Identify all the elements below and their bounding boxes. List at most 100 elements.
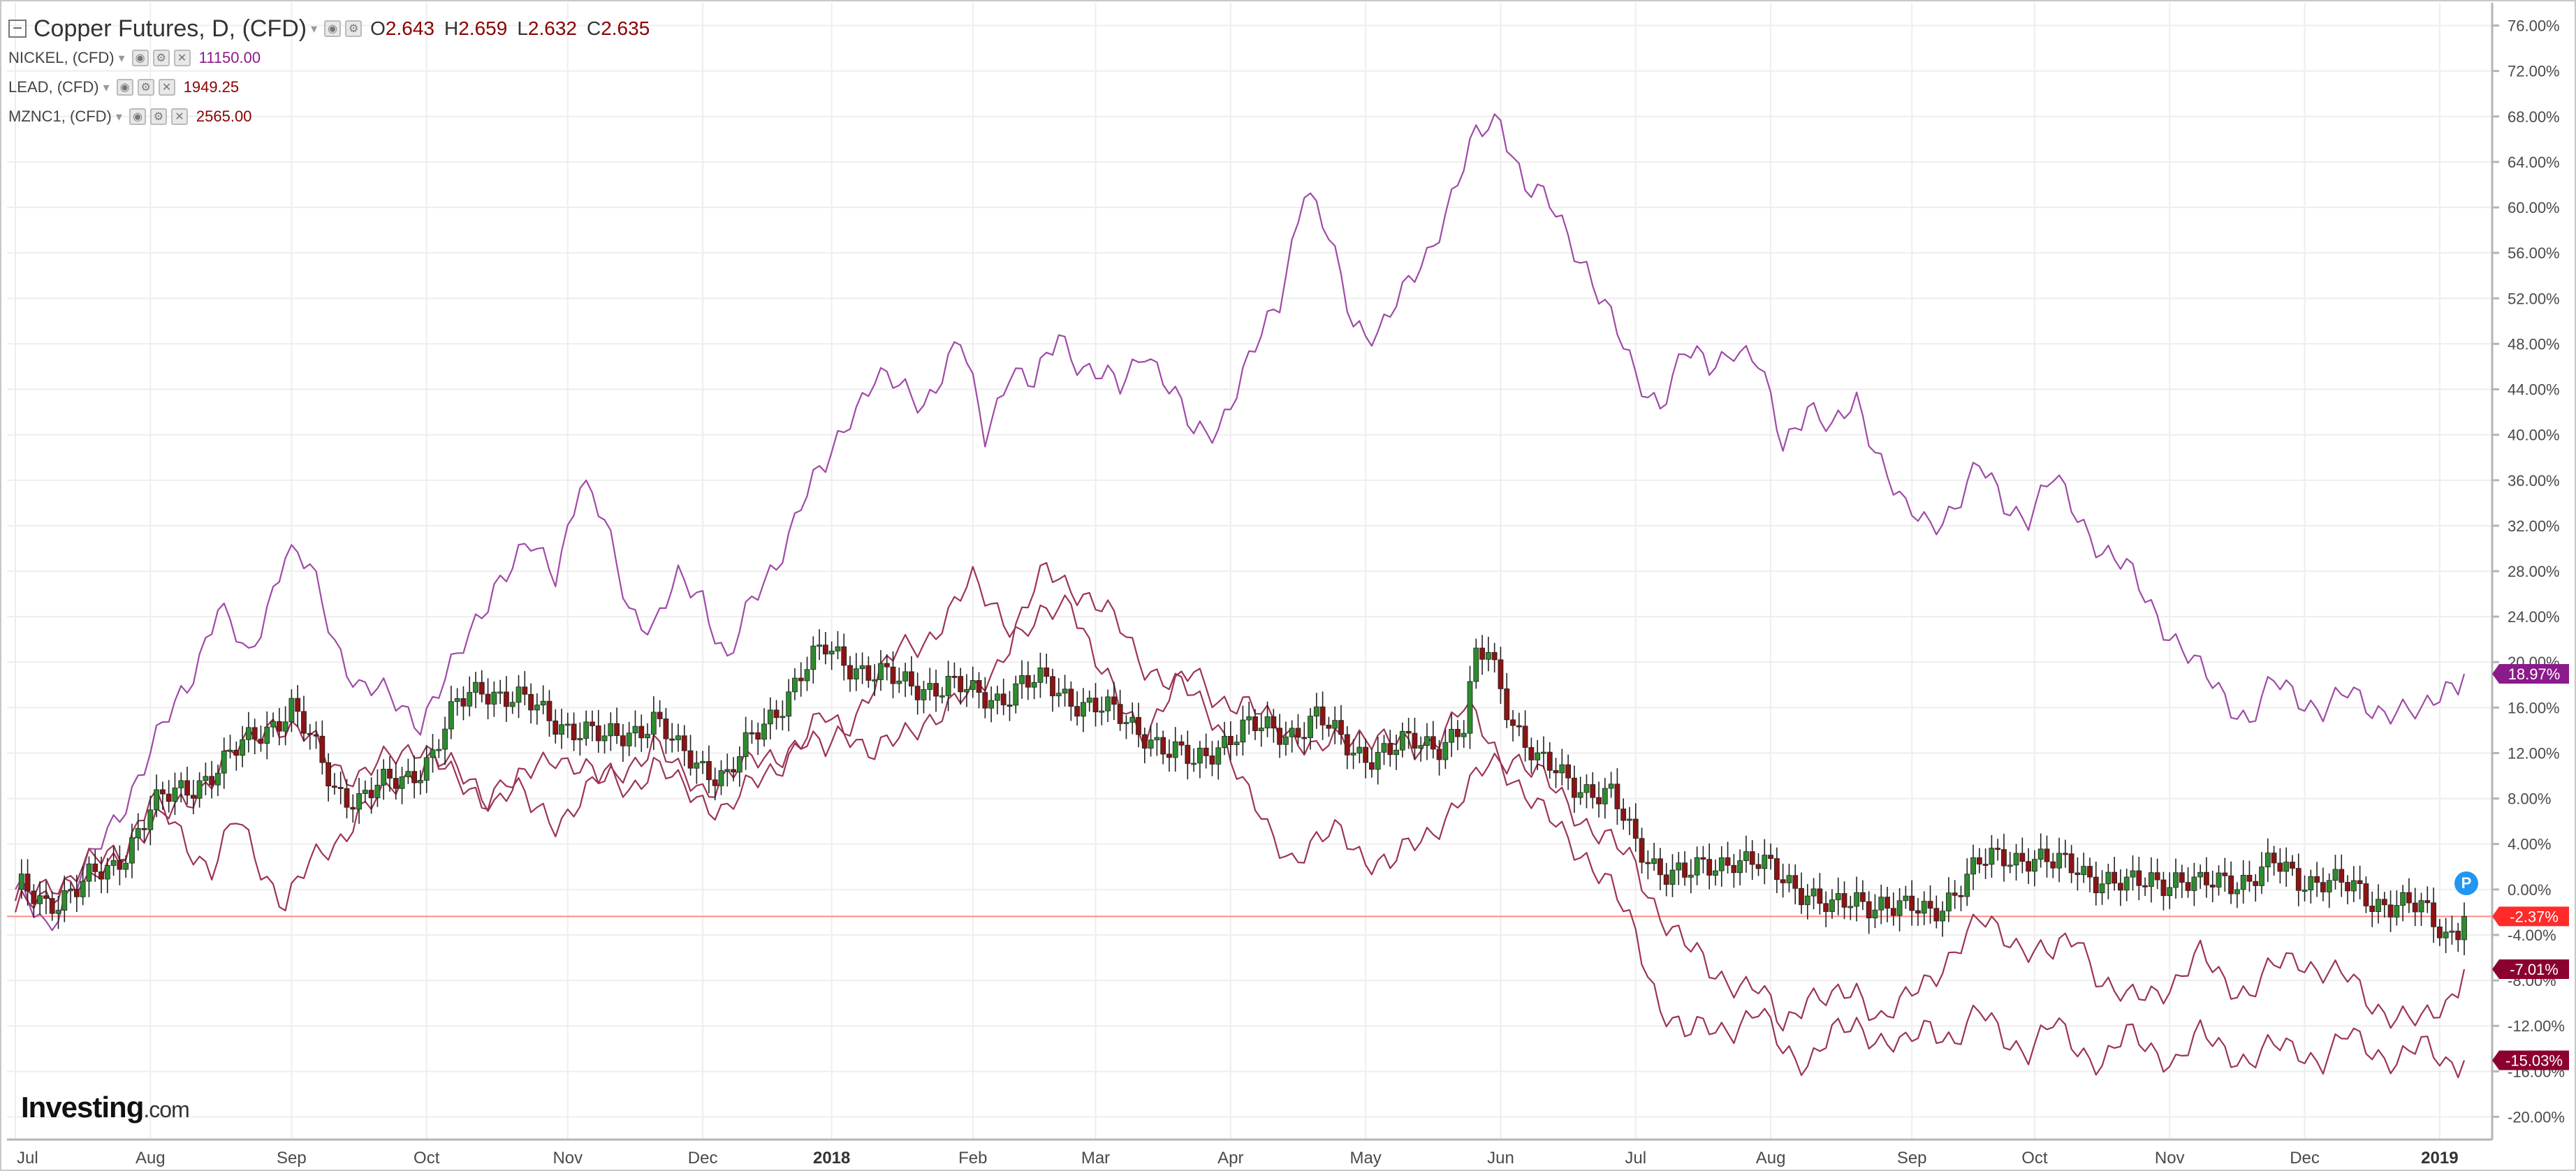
candle-body [1762,855,1768,869]
candle-body [1504,688,1510,721]
candle-body [982,692,988,709]
sub-series-value: 2565.00 [196,108,252,125]
candle-body [1952,892,1958,896]
candle-body [117,860,123,870]
candle-body [1706,859,1713,876]
candle-body [2234,889,2240,894]
candle-body [2345,882,2350,892]
legend-main-row: − Copper Futures, D, (CFD) ▾ ◉ ⚙ O2.643 … [8,14,659,43]
candle-body [2290,862,2295,869]
candle-body [2013,853,2019,866]
candle-body [780,716,786,719]
candle-body [221,751,227,774]
eye-icon[interactable]: ◉ [131,50,149,66]
x-tick-label: Nov [2155,1149,2185,1168]
candle-body [86,863,92,882]
candle-body [1559,764,1565,774]
candle-body [2142,885,2148,888]
candle-body [1196,747,1203,764]
chevron-down-icon[interactable]: ▾ [311,21,318,36]
candle-body [1455,728,1461,737]
candle-body [601,735,608,742]
candle-body [49,898,55,914]
gear-icon[interactable]: ⚙ [152,50,170,66]
x-tick-label: Mar [1081,1149,1110,1168]
candle-body [1823,903,1829,912]
candle-body [2216,872,2222,888]
candle-body [1068,688,1074,707]
candle-body [154,789,160,811]
candle-body [98,871,104,880]
candle-body [767,709,773,725]
eye-icon[interactable]: ◉ [116,79,133,96]
candle-body [1485,651,1491,660]
candle-body [418,780,423,783]
candle-body [2301,890,2308,892]
eye-icon[interactable]: ◉ [324,20,342,37]
candle-body [964,689,969,693]
candle-body [43,895,49,899]
candle-body [2074,872,2081,876]
candle-body [896,680,902,684]
x-tick-label: Oct [414,1149,440,1168]
candle-body [2339,869,2345,883]
chevron-down-icon[interactable]: ▾ [115,109,122,124]
candle-body [1872,909,1878,919]
eye-icon[interactable]: ◉ [129,108,146,125]
y-tick-label: 0.00% [2508,881,2551,899]
candle-body [2461,916,2467,941]
candle-body [227,749,233,752]
candle-body [2032,859,2037,872]
candle-body [1541,751,1546,754]
candle-body [755,732,761,740]
candle-body [792,677,798,693]
candle-body [669,738,675,741]
candle-body [853,668,859,679]
candle-body [1804,895,1810,906]
x-tick-label: Jul [1625,1149,1646,1168]
candle-body [233,749,240,756]
gear-icon[interactable]: ⚙ [345,20,363,37]
gear-icon[interactable]: ⚙ [149,108,167,125]
close-icon[interactable]: ✕ [158,79,175,96]
candle-body [123,862,129,870]
candle-body [1890,908,1896,916]
candle-body [2056,853,2062,869]
candle-body [1240,719,1246,743]
candle-body [1350,752,1356,756]
candle-body [2154,872,2160,881]
candle-body [1141,734,1148,749]
close-icon[interactable]: ✕ [173,50,191,66]
candle-body [37,895,43,904]
x-tick-label: Jul [17,1149,38,1168]
candle-body [1915,910,1921,914]
collapse-icon[interactable]: − [8,20,27,38]
main-series-buttons: ◉ ⚙ [324,20,363,37]
candle-body [1086,698,1092,703]
x-tick-label: 2018 [813,1149,850,1168]
candle-body [2394,905,2400,918]
last-value-badge [2492,959,2569,979]
y-tick-label: 76.00% [2508,17,2560,35]
p-badge-icon[interactable]: P [2454,871,2478,895]
candle-body [2044,848,2050,862]
chevron-down-icon[interactable]: ▾ [118,50,125,65]
close-icon[interactable]: ✕ [170,108,188,125]
legend-sub-row-zinc: MZNC1, (CFD) ▾ ◉ ⚙ ✕ 2565.00 [8,102,659,131]
candle-body [1847,906,1854,908]
candle-body [958,676,964,693]
candle-body [1810,888,1817,897]
candle-body [270,721,276,728]
candle-body [2418,900,2424,913]
candle-body [2087,866,2093,878]
gear-icon[interactable]: ⚙ [137,79,154,96]
candle-body [1749,851,1755,865]
candle-body [1725,857,1731,866]
candle-body [110,860,117,866]
candle-body [2264,853,2271,867]
chevron-down-icon[interactable]: ▾ [103,80,110,94]
candle-body [1203,747,1209,756]
candle-body [1676,862,1682,871]
candle-body [1215,747,1222,765]
